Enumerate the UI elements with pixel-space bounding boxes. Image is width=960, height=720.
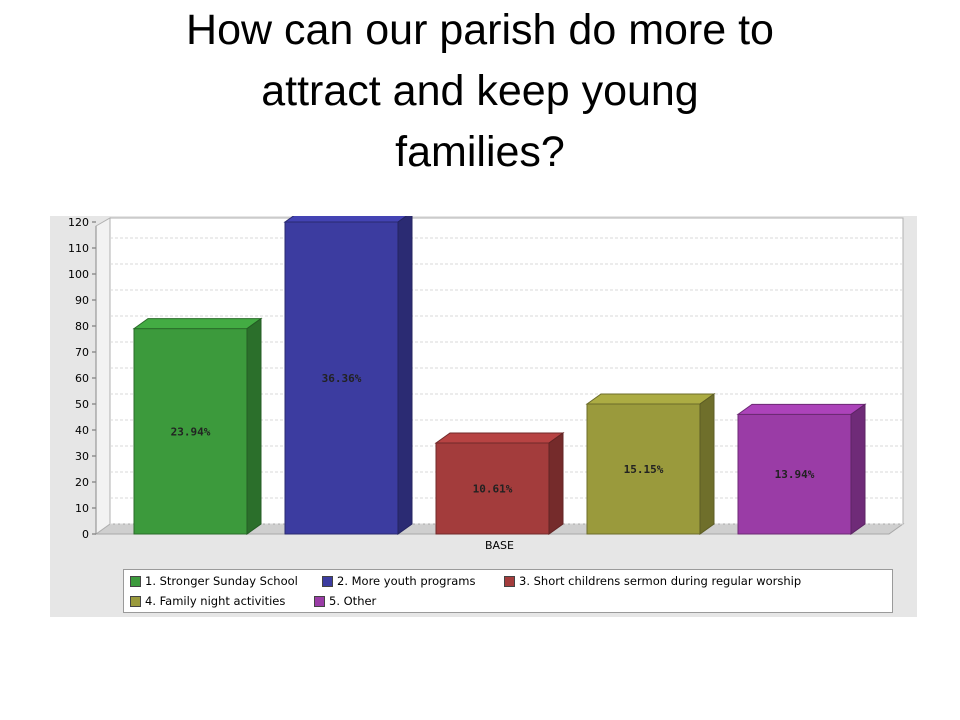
y-tick-label: 20	[75, 476, 89, 489]
y-tick-label: 110	[68, 242, 89, 255]
y-tick-label: 50	[75, 398, 89, 411]
y-tick-label: 30	[75, 450, 89, 463]
y-tick-label: 120	[68, 216, 89, 229]
bar-value-label: 36.36%	[322, 372, 362, 385]
legend: 1. Stronger Sunday School 2. More youth …	[123, 569, 893, 613]
bar-side	[850, 403, 866, 535]
bar-value-label: 10.61%	[473, 483, 513, 496]
legend-label-5: 5. Other	[329, 594, 377, 608]
y-tick-label: 100	[68, 268, 89, 281]
bar-side	[548, 432, 564, 535]
legend-swatch-3	[504, 575, 515, 587]
bar-side	[246, 317, 262, 535]
y-tick-label: 70	[75, 346, 89, 359]
bar-front	[435, 442, 550, 535]
y-tick-label: 40	[75, 424, 89, 437]
y-tick-label: 10	[75, 502, 89, 515]
bar-chart: 0 10 20 30 40 50 60 70 80 90 100 110 120 23.94% 36.36…	[68, 216, 905, 552]
bar-value-label: 23.94%	[171, 425, 211, 438]
bar-top	[585, 393, 716, 405]
bar-value-label: 15.15%	[624, 463, 664, 476]
legend-swatch-1	[130, 575, 141, 587]
legend-label-3: 3. Short childrens sermon during regular…	[519, 574, 802, 588]
y-axis: 0 10 20 30 40 50 60 70 80 90 100 110 120	[68, 216, 97, 541]
y-tick-label: 60	[75, 372, 89, 385]
legend-item-1: 1. Stronger Sunday School	[130, 574, 298, 588]
legend-swatch-5	[314, 595, 325, 607]
title-line-1: How can our parish do more to	[186, 6, 774, 54]
slide-title: How can our parish do more to attract an…	[40, 0, 920, 183]
bar-front	[586, 403, 701, 535]
title-line-3: families?	[395, 128, 565, 176]
bars: 23.94% 36.36% 10.61% 15.15% 13.94%	[132, 216, 867, 535]
y-tick-label: 0	[82, 528, 89, 541]
legend-label-2: 2. More youth programs	[337, 574, 476, 588]
legend-label-4: 4. Family night activities	[145, 594, 286, 608]
legend-item-2: 2. More youth programs	[322, 574, 475, 588]
x-axis-label: BASE	[485, 539, 514, 552]
legend-item-3: 3. Short childrens sermon during regular…	[504, 574, 801, 588]
bar-4: 15.15%	[585, 393, 716, 535]
bar-3: 10.61%	[434, 432, 565, 535]
bar-front	[133, 328, 248, 535]
bar-2: 36.36%	[283, 216, 413, 535]
legend-swatch-2	[322, 575, 333, 587]
legend-item-4: 4. Family night activities	[130, 594, 285, 608]
y-tick-label: 90	[75, 294, 89, 307]
bar-top	[283, 216, 408, 223]
legend-swatch-4	[130, 595, 141, 607]
chart-panel: 0 10 20 30 40 50 60 70 80 90 100 110 120 23.94% 36.36…	[50, 216, 917, 617]
title-line-2: attract and keep young	[261, 67, 699, 115]
bar-5: 13.94%	[736, 403, 867, 535]
bar-side	[397, 216, 413, 535]
legend-item-5: 5. Other	[314, 594, 376, 608]
y-tick-label: 80	[75, 320, 89, 333]
legend-label-1: 1. Stronger Sunday School	[145, 574, 298, 588]
bar-top	[132, 318, 263, 330]
bar-value-label: 13.94%	[775, 468, 815, 481]
bar-side	[699, 393, 715, 535]
bar-top	[434, 432, 565, 444]
bar-1: 23.94%	[132, 317, 263, 535]
bar-top	[736, 403, 867, 415]
